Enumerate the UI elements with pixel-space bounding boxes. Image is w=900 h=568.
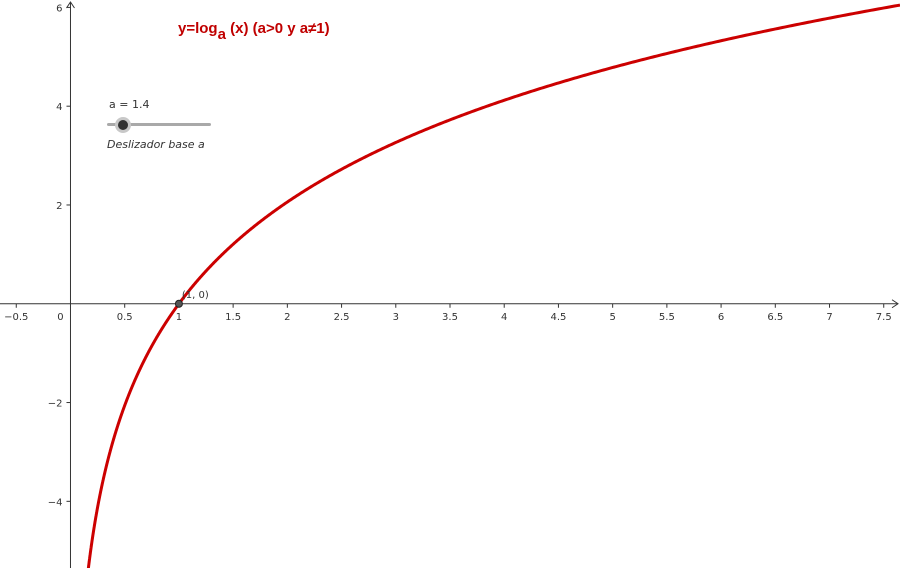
slider-caption: Deslizador base a [107, 138, 205, 151]
y-tick-label: −4 [48, 497, 63, 508]
slider-thumb[interactable] [115, 117, 132, 133]
x-tick-label: 4 [501, 312, 507, 323]
x-tick-label: 4.5 [550, 312, 566, 323]
x-tick-label: −0.5 [4, 312, 28, 323]
title-suffix: (x) (a>0 y a≠1) [225, 20, 330, 37]
x-tick-label: 7 [826, 312, 832, 323]
x-tick-label: 5.5 [659, 312, 675, 323]
title-prefix: y=log [178, 20, 218, 37]
x-tick-label: 5 [609, 312, 615, 323]
x-tick-label: 6.5 [767, 312, 783, 323]
log-curve[interactable] [86, 3, 900, 568]
axis-ticks: −0.5 0.5 1 1.5 2 2.5 3 3.5 4 4.5 5 5.5 6 6.5 7 7.5 0 −4 −2… [4, 3, 892, 508]
chart-title: y=loga (x) (a>0 y a≠1) [178, 20, 330, 43]
x-tick-label: 1.5 [225, 312, 241, 323]
y-tick-label: 4 [56, 102, 62, 113]
x-axis-arrow [891, 299, 899, 309]
point-label: (1, 0) [182, 290, 209, 301]
x-tick-label: 0.5 [117, 312, 133, 323]
x-tick-label: 3.5 [442, 312, 458, 323]
title-subscript: a [217, 26, 226, 43]
y-tick-label: 6 [56, 3, 62, 14]
x-tick-label: 2 [284, 312, 290, 323]
x-tick-label: 2.5 [334, 312, 350, 323]
x-tick-label: 6 [718, 312, 724, 323]
slider-value-label: a = 1.4 [109, 98, 150, 111]
x-tick-label: 1 [176, 312, 182, 323]
origin-label: 0 [57, 312, 63, 323]
y-tick-label: −2 [48, 399, 63, 410]
x-tick-label: 3 [393, 312, 399, 323]
point-marker[interactable] [174, 299, 183, 308]
slider-track[interactable] [107, 123, 211, 126]
y-axis-arrow [66, 1, 75, 9]
points: (1, 0) [174, 290, 209, 308]
x-tick-label: 7.5 [876, 312, 892, 323]
y-tick-label: 2 [56, 201, 62, 212]
